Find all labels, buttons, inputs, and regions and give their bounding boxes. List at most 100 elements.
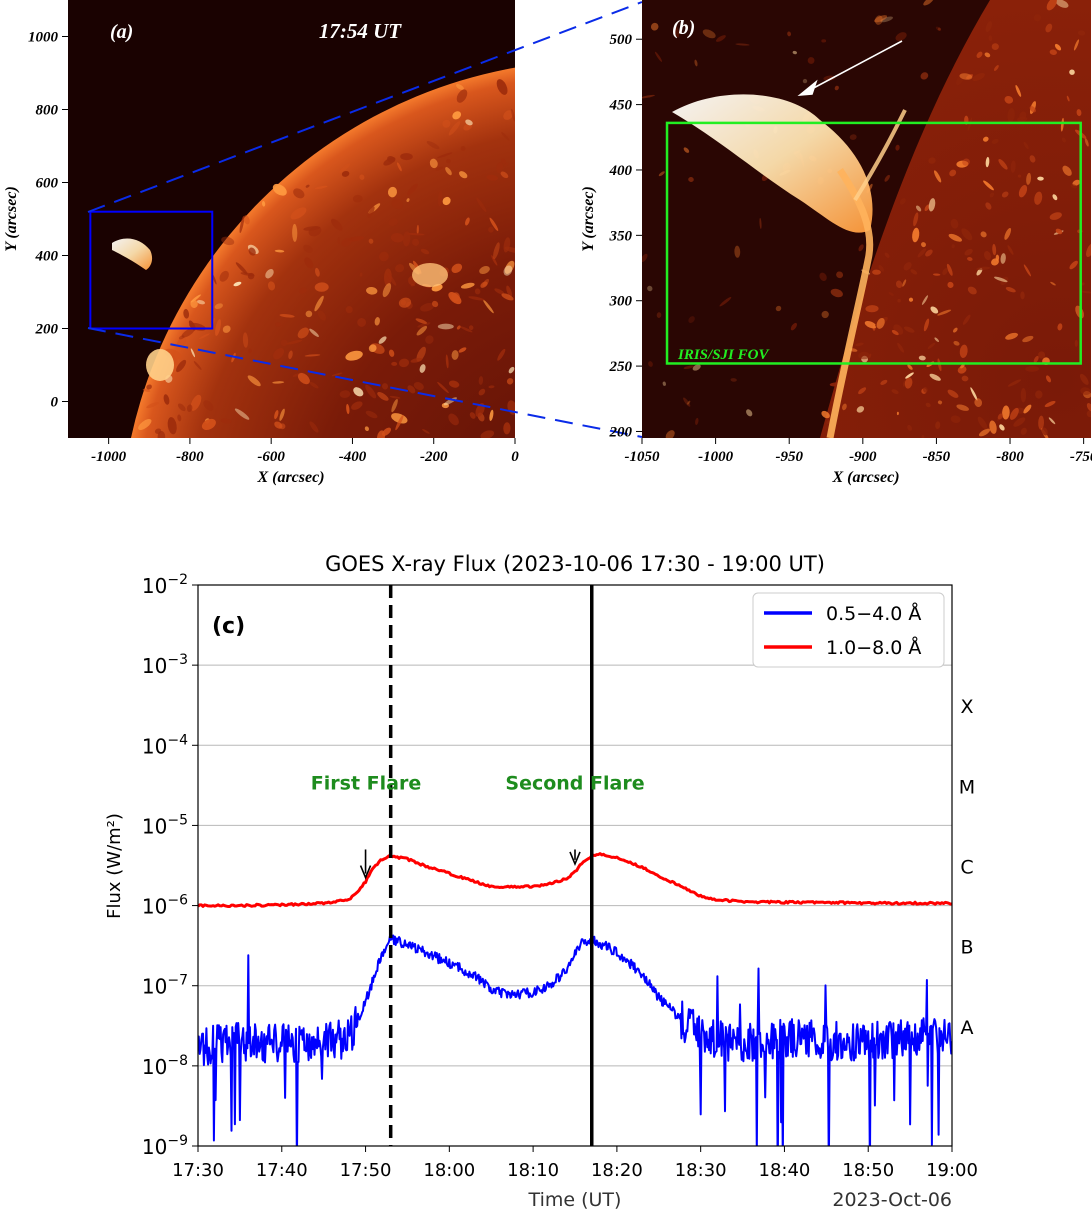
bright-patch (930, 306, 939, 314)
bright-patch (497, 348, 506, 361)
bright-patch (950, 218, 959, 229)
bright-patch (1020, 427, 1027, 435)
bright-patch (650, 22, 659, 31)
bright-patch (138, 418, 152, 431)
bright-patch (1035, 390, 1043, 399)
bright-patch (1080, 387, 1091, 395)
bright-patch (899, 198, 906, 205)
bright-patch (921, 242, 926, 248)
bright-patch (1074, 339, 1078, 347)
bright-patch (985, 202, 992, 210)
bright-patch (243, 215, 250, 225)
bright-patch (1086, 243, 1091, 257)
bright-patch (346, 403, 350, 415)
bright-patch (488, 385, 495, 389)
bright-patch (235, 262, 248, 275)
bright-patch (872, 269, 881, 275)
bright-patch (896, 411, 899, 416)
arrow-shaft (807, 40, 903, 92)
bright-patch (998, 159, 1008, 170)
bright-patch (977, 416, 988, 430)
bright-patch (503, 265, 513, 276)
bright-patch (417, 322, 431, 328)
gridlines (198, 664, 952, 1067)
bright-patch (692, 364, 701, 371)
bright-patch (248, 247, 256, 256)
bright-patch (858, 387, 867, 395)
bright-patch (242, 332, 249, 348)
bright-patch (694, 59, 698, 67)
bright-patch (317, 310, 327, 321)
bright-patch (488, 226, 494, 233)
panel-a-label: (a) (110, 21, 133, 43)
bright-patch (458, 347, 467, 353)
region-of-interest-box (89, 210, 214, 330)
bright-patch (1062, 165, 1072, 176)
bright-patch (1055, 0, 1069, 8)
bright-patch (895, 280, 903, 289)
bright-patch (951, 244, 955, 249)
bright-patch (953, 327, 958, 333)
bright-patch (412, 238, 420, 246)
bright-patch (501, 293, 514, 301)
iris-fov-box (665, 121, 1082, 365)
bright-patch (962, 314, 971, 325)
x-tick-label: 17:30 (172, 1160, 224, 1181)
bright-patch (1034, 191, 1043, 205)
bright-patch (368, 344, 377, 353)
bright-patch (478, 388, 486, 396)
y-tick-label: 500 (610, 32, 633, 48)
bright-patch (802, 78, 808, 84)
bright-patch (190, 348, 196, 358)
bright-patch (642, 94, 655, 99)
bright-patch (456, 84, 464, 90)
bright-patch (374, 317, 380, 326)
y-tick-label: 10−2 (142, 572, 188, 598)
bright-patch (387, 186, 398, 198)
bright-patch (921, 435, 925, 438)
bright-patch (215, 319, 221, 336)
y-tick-label: 10−9 (142, 1133, 188, 1159)
bright-patch (314, 295, 324, 312)
bright-patch (937, 309, 952, 316)
bright-patch (642, 253, 648, 262)
solar-disk (131, 67, 515, 438)
bright-patch (508, 366, 515, 374)
bright-patch (395, 264, 405, 273)
bright-patch (648, 361, 653, 367)
bright-patch (961, 228, 973, 241)
limb-flare-a (112, 238, 448, 381)
bright-patch (303, 226, 321, 231)
bright-patch (947, 389, 959, 398)
bright-patch (142, 388, 151, 392)
bright-patch (849, 134, 857, 140)
bright-patch (991, 138, 999, 144)
zoom-texture (642, 0, 1091, 438)
bright-patch (400, 153, 413, 161)
y-tick-label: 10−5 (142, 812, 188, 838)
bright-patch (503, 162, 509, 167)
bright-patch (420, 303, 435, 312)
bright-patch (288, 350, 293, 360)
bright-patch (897, 342, 905, 353)
bright-patch (365, 410, 378, 419)
y-tick-label: 300 (609, 294, 633, 310)
bright-patch (341, 237, 353, 247)
y-tick-label: 10−7 (142, 973, 188, 999)
bright-patch (856, 406, 865, 413)
bright-patch (1007, 379, 1022, 387)
bright-patch (821, 410, 830, 419)
bright-patch (501, 132, 510, 141)
solar-limb-zoom (820, 0, 1091, 438)
bright-patch (382, 427, 391, 436)
bright-patch (935, 421, 941, 429)
bright-patch (351, 401, 363, 410)
bright-patch (1077, 30, 1086, 36)
bright-patch (234, 408, 250, 420)
bright-patch (959, 73, 973, 80)
bright-patch (974, 398, 983, 407)
bright-patch (239, 215, 245, 234)
bright-patch (426, 141, 440, 150)
bright-patch (456, 89, 468, 103)
y-tick-label: 400 (609, 163, 633, 179)
